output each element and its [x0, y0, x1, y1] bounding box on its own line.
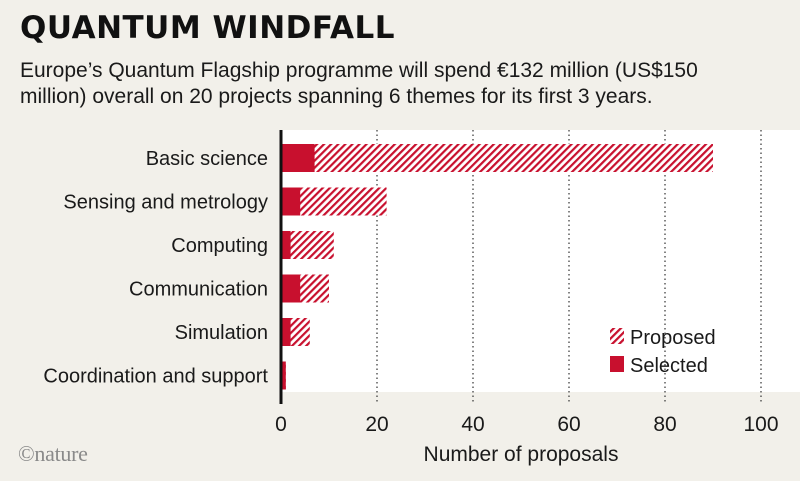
bar-selected	[281, 318, 291, 346]
category-label: Basic science	[146, 148, 268, 170]
bar-selected	[281, 187, 301, 216]
x-tick-label: 80	[653, 413, 676, 436]
nature-logo: ©nature	[18, 441, 88, 466]
chart-title: QUANTUM WINDFALL	[20, 10, 395, 46]
bar-selected	[281, 361, 286, 390]
bar-selected	[281, 231, 291, 259]
category-label: Sensing and metrology	[63, 192, 268, 214]
x-tick-label: 100	[743, 413, 778, 436]
category-label: Coordination and support	[43, 366, 268, 388]
x-axis-label: Number of proposals	[424, 443, 619, 466]
category-label: Communication	[129, 279, 268, 301]
bar-proposed	[281, 144, 713, 172]
category-label: Computing	[171, 235, 268, 257]
chart-subtitle: Europe’s Quantum Flagship programme will…	[20, 59, 698, 108]
legend-swatch-proposed	[610, 328, 624, 344]
legend-swatch-selected	[610, 356, 624, 372]
legend-label-selected: Selected	[630, 355, 708, 377]
plot-background	[281, 130, 800, 392]
x-tick-label: 40	[461, 413, 484, 436]
category-label: Simulation	[175, 322, 268, 344]
x-tick-label: 60	[557, 413, 580, 436]
bar-selected	[281, 274, 301, 303]
legend-label-proposed: Proposed	[630, 327, 716, 349]
x-tick-label: 0	[275, 413, 287, 436]
legend: Proposed Selected	[610, 327, 716, 377]
bar-selected	[281, 144, 315, 172]
x-tick-label: 20	[365, 413, 388, 436]
